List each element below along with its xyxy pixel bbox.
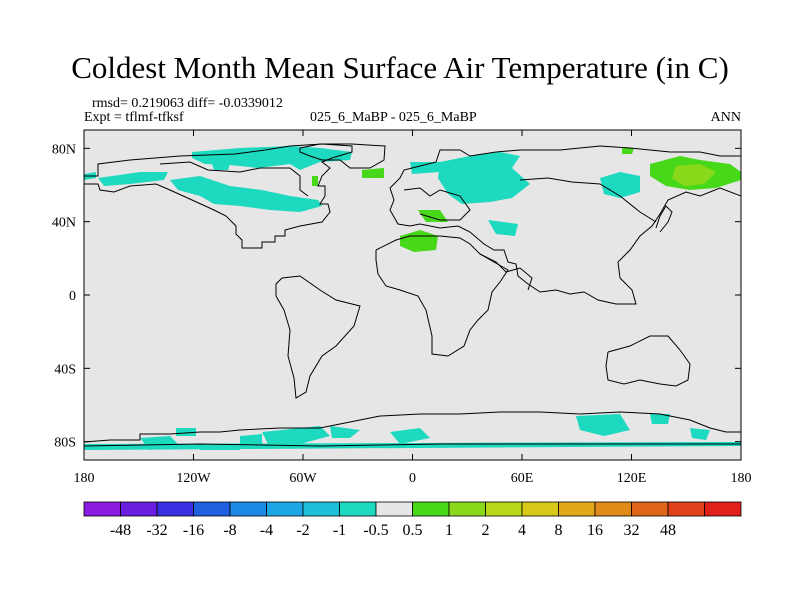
colorbar-swatch [83, 501, 121, 517]
colorbar-label: 1 [445, 522, 453, 539]
colorbar-swatch [229, 501, 267, 517]
greenland-coastline [299, 143, 386, 169]
colorbar-label: -1 [333, 522, 346, 539]
colorbar-swatch [266, 501, 304, 517]
colorbar-swatch [339, 501, 377, 517]
colorbar-swatch [667, 501, 705, 517]
colorbar-swatch [704, 501, 742, 517]
colorbar-label: -48 [110, 522, 131, 539]
lon-tick-label: 60W [289, 471, 317, 486]
north-america-inner [159, 161, 309, 197]
colorbar-label: 8 [555, 522, 563, 539]
colorbar-label: 16 [587, 522, 603, 539]
longitude-axis: 180 120W 60W 0 60E 120E 180 [74, 130, 752, 486]
colorbar-swatch [375, 501, 413, 517]
lat-tick-label: 80N [52, 142, 76, 157]
south-america-coastline [275, 275, 361, 399]
colorbar-label: 32 [624, 522, 640, 539]
colorbar-label: -16 [183, 522, 204, 539]
australia-coastline [605, 335, 691, 387]
europe-inner-coastline [403, 187, 471, 221]
colorbar-label: 4 [518, 522, 526, 539]
colorbar-swatch [156, 501, 194, 517]
colorbar-swatch [120, 501, 158, 517]
coastlines [84, 143, 741, 447]
arabia-coastline [479, 253, 533, 291]
lat-tick-label: 40N [52, 216, 76, 231]
lon-tick-label: 120E [617, 471, 647, 486]
colorbar-swatch [558, 501, 596, 517]
colorbar-swatch [521, 501, 559, 517]
eurasia-coastline [389, 145, 741, 305]
colorbar-label: -32 [146, 522, 167, 539]
lon-tick-label: 180 [74, 471, 95, 486]
colorbar-label: -0.5 [363, 522, 388, 539]
colorbar: -48 -32 -16 -8 -4 -2 -1 -0.5 0.5 1 2 4 8 16 32 48 [83, 501, 742, 539]
colorbar-swatch [412, 501, 450, 517]
colorbar-label: -8 [223, 522, 236, 539]
yellowgreen-anomaly-regions [672, 164, 716, 186]
experiment-label: Expt = tflmf-tfksf [84, 110, 184, 125]
lon-tick-label: 180 [731, 471, 752, 486]
colorbar-swatch [485, 501, 523, 517]
colorbar-swatch [631, 501, 669, 517]
season-label: ANN [710, 110, 741, 125]
colorbar-swatch [193, 501, 231, 517]
colorbar-label: -4 [260, 522, 273, 539]
map-title: Coldest Month Mean Surface Air Temperatu… [71, 50, 729, 85]
lat-tick-label: 0 [69, 289, 76, 304]
colorbar-label: 2 [482, 522, 490, 539]
asia-inner-coastline [519, 177, 657, 223]
lon-tick-label: 60E [511, 471, 534, 486]
lat-tick-label: 40S [54, 362, 76, 377]
lon-tick-label: 0 [409, 471, 416, 486]
africa-coastline [375, 235, 509, 357]
colorbar-swatch [594, 501, 632, 517]
colorbar-label: 48 [660, 522, 676, 539]
north-america-coastline [84, 143, 353, 249]
colorbar-swatch [448, 501, 486, 517]
colorbar-label: -2 [296, 522, 309, 539]
center-label: 025_6_MaBP - 025_6_MaBP [310, 110, 477, 125]
antarctic-inner-line [84, 443, 741, 447]
lon-tick-label: 120W [176, 471, 211, 486]
colorbar-swatch [302, 501, 340, 517]
lat-tick-label: 80S [54, 436, 76, 451]
latitude-axis: 80N 40N 0 40S 80S [52, 142, 741, 451]
japan-coastline [655, 205, 673, 233]
antarctica-coastline [84, 411, 741, 443]
stats-label: rmsd= 0.219063 diff= -0.0339012 [92, 96, 283, 111]
colorbar-label: 0.5 [403, 522, 423, 539]
